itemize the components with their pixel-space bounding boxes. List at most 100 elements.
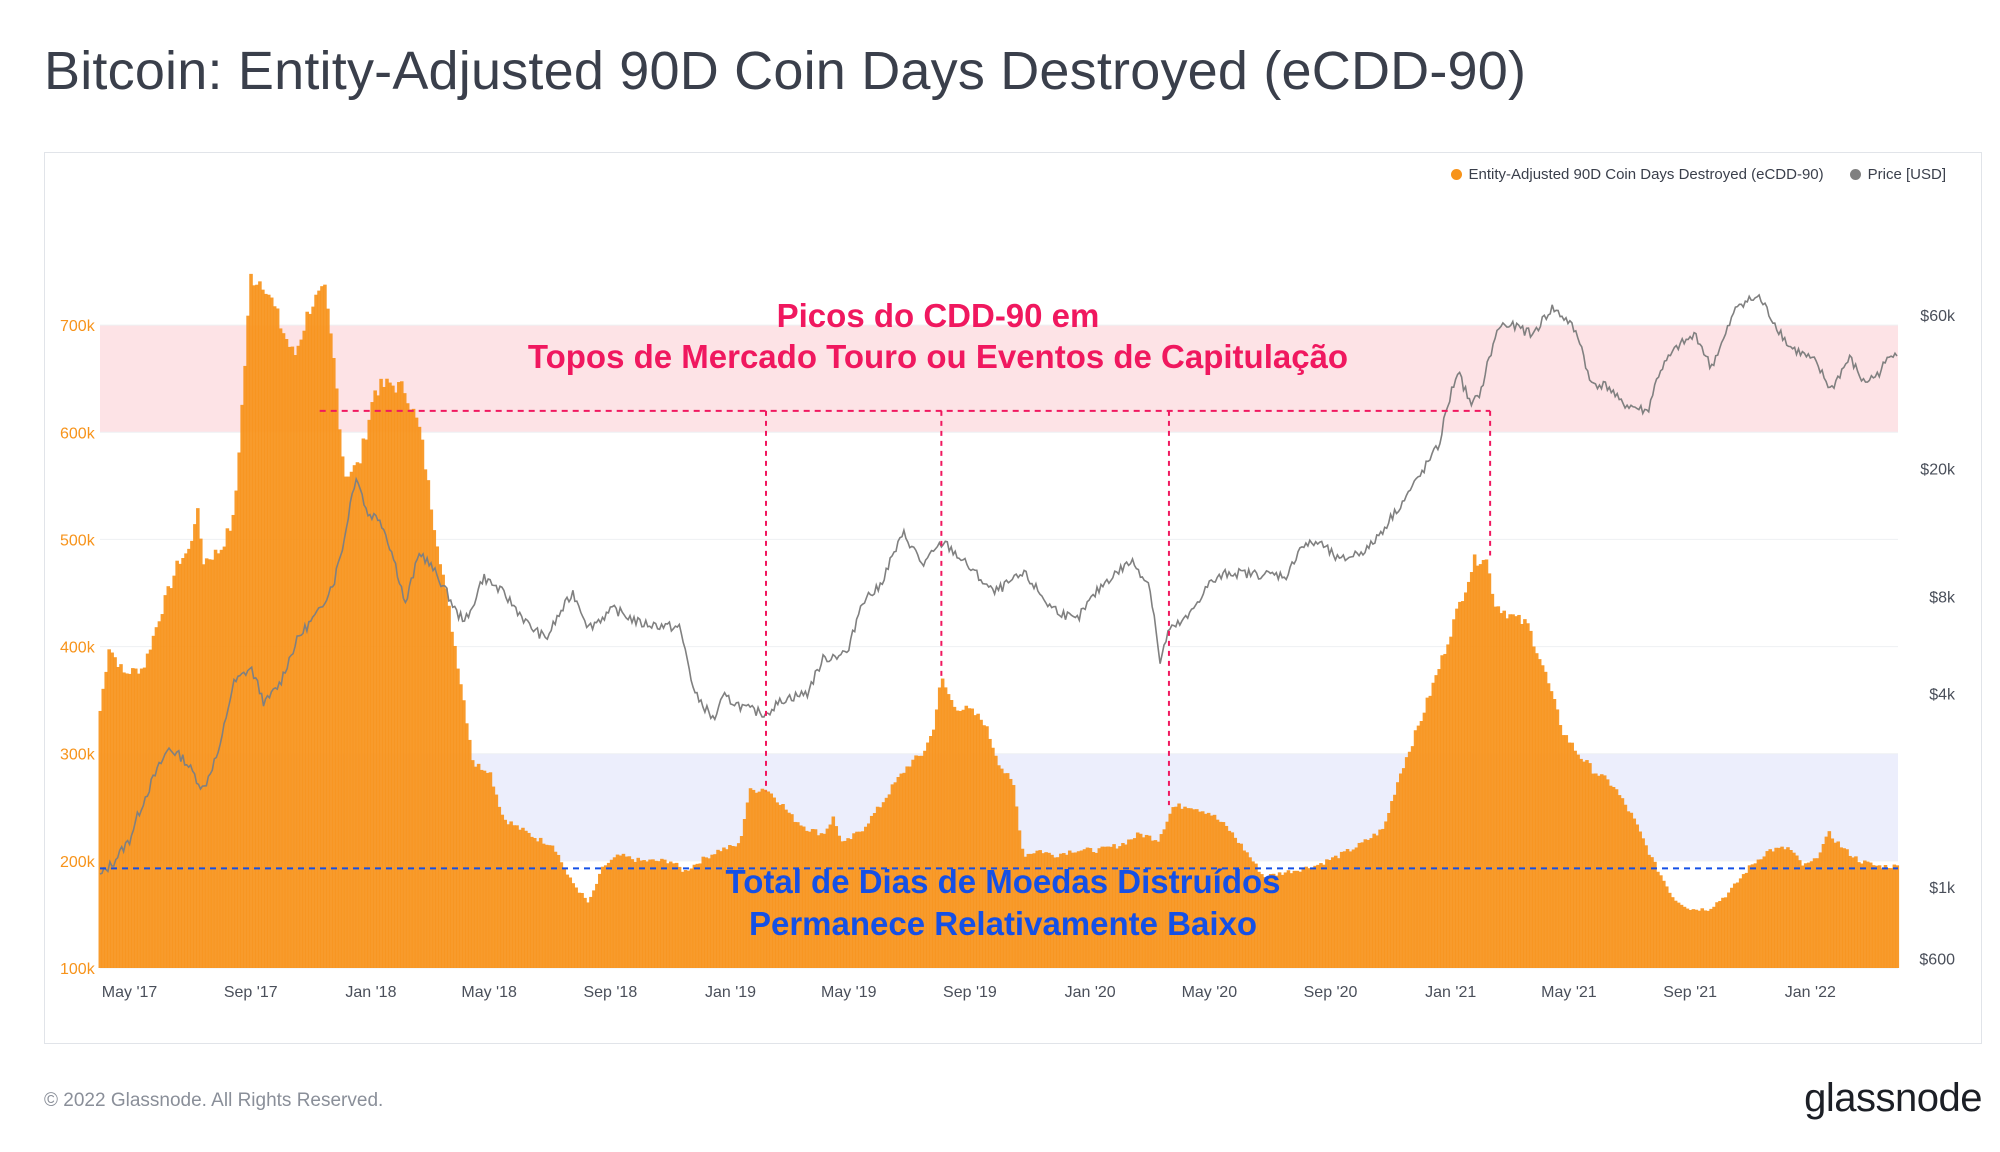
cdd-bar	[1313, 865, 1317, 968]
cdd-bar	[1336, 858, 1341, 968]
cdd-bar	[1280, 874, 1285, 968]
cdd-bar	[509, 821, 513, 968]
cdd-bar	[1514, 616, 1518, 968]
legend-item-cdd[interactable]: Entity-Adjusted 90D Coin Days Destroyed …	[1450, 166, 1824, 183]
cdd-bar	[1410, 746, 1415, 968]
cdd-dot-icon	[1450, 169, 1462, 180]
cdd-bar	[240, 404, 244, 968]
cdd-bar	[1118, 846, 1122, 968]
cdd-bar	[663, 859, 667, 968]
cdd-bar	[1464, 592, 1468, 968]
cdd-bar	[541, 843, 546, 968]
cdd-bar	[689, 868, 694, 968]
cdd-bar	[615, 854, 620, 968]
cdd-bar	[163, 595, 168, 968]
cdd-bar	[411, 408, 416, 968]
cdd-bar	[1845, 849, 1849, 968]
cdd-bar	[869, 815, 874, 968]
cdd-bar	[1008, 778, 1013, 968]
cdd-bar	[1703, 910, 1707, 968]
cdd-bar	[1419, 720, 1424, 968]
cdd-bar	[790, 814, 794, 968]
cdd-bar	[1017, 830, 1022, 968]
cdd-bar	[905, 766, 909, 968]
cdd-bar	[482, 770, 487, 968]
cdd-bar	[1130, 839, 1134, 968]
cdd-bar	[98, 710, 103, 968]
cdd-bar	[1715, 902, 1719, 968]
cdd-bar	[1617, 795, 1622, 968]
cdd-bar	[799, 825, 803, 968]
cdd-bar	[1490, 593, 1495, 968]
cdd-bar	[872, 813, 877, 968]
cdd-bar	[958, 710, 963, 968]
cdd-bar	[275, 308, 280, 969]
cdd-bar	[1824, 836, 1829, 968]
cdd-bar	[500, 814, 505, 968]
cdd-bar	[119, 664, 123, 968]
cdd-bar	[429, 509, 434, 968]
price-line	[99, 293, 1898, 875]
cdd-bar	[535, 841, 540, 968]
cdd-bar	[1730, 887, 1734, 968]
cdd-bar	[612, 857, 617, 968]
cdd-bar	[739, 836, 744, 968]
cdd-bar	[1390, 801, 1394, 968]
cdd-bar	[748, 788, 753, 968]
cdd-bar	[334, 388, 339, 968]
cdd-bar	[1647, 854, 1651, 968]
cdd-bar	[1854, 856, 1858, 968]
cdd-bar	[621, 853, 626, 968]
cdd-bar	[216, 553, 221, 968]
legend-item-price[interactable]: Price [USD]	[1849, 166, 1946, 183]
cdd-bar	[1443, 653, 1447, 968]
cdd-bar	[1404, 757, 1409, 968]
cdd-bar	[1212, 814, 1217, 968]
page-title: Bitcoin: Entity-Adjusted 90D Coin Days D…	[44, 41, 1527, 101]
reference-lines	[100, 409, 1898, 870]
cdd-bar	[441, 574, 445, 968]
cdd-bar	[506, 824, 510, 968]
cdd-bar	[323, 284, 327, 968]
cdd-bar	[1750, 864, 1755, 968]
cdd-bar	[1567, 742, 1572, 968]
cdd-bar	[1886, 867, 1891, 968]
cdd-bar	[875, 806, 880, 968]
cdd-bar	[1351, 849, 1356, 968]
cdd-bar	[645, 861, 649, 968]
cdd-bar	[497, 806, 502, 968]
cdd-bar	[940, 678, 945, 968]
cdd-bar	[101, 688, 106, 968]
cdd-bar	[713, 854, 717, 968]
cdd-bar	[1328, 860, 1332, 968]
cdd-bar	[1614, 789, 1619, 968]
cdd-bar	[651, 859, 655, 968]
cdd-bar	[332, 357, 336, 969]
cdd-bar	[1673, 900, 1678, 968]
cdd-bar	[1724, 897, 1728, 968]
cdd-bar	[1591, 773, 1595, 968]
cdd-bar	[234, 490, 239, 968]
cdd-bar	[1100, 846, 1105, 968]
cdd-bar	[1839, 847, 1843, 968]
cdd-bar	[1874, 865, 1879, 968]
cdd-bar	[299, 339, 304, 968]
cdd-bar	[574, 887, 578, 968]
cdd-bar	[1582, 761, 1586, 968]
cdd-bar	[355, 462, 360, 968]
cdd-bar	[1331, 857, 1335, 968]
cdd-bar	[296, 345, 301, 968]
cdd-bar	[733, 846, 738, 968]
cdd-bar	[1002, 773, 1007, 968]
cdd-bar	[1573, 750, 1577, 968]
cdd-bar	[784, 809, 788, 968]
cdd-bar	[973, 715, 977, 968]
cdd-bar	[1469, 572, 1474, 968]
cdd-bar	[1449, 636, 1453, 968]
cdd-bar	[1115, 848, 1119, 968]
cdd-bar	[1662, 880, 1666, 968]
cdd-bar	[1153, 840, 1158, 968]
price-line-group	[99, 293, 1898, 875]
cdd-bar	[636, 857, 640, 968]
cdd-bar	[837, 835, 841, 968]
